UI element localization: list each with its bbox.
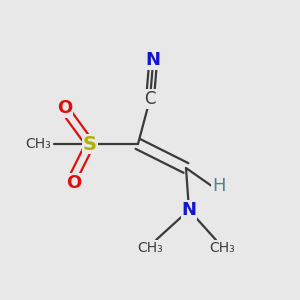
Text: N: N	[182, 201, 196, 219]
Text: S: S	[83, 134, 97, 154]
Text: N: N	[146, 51, 160, 69]
Text: CH₃: CH₃	[25, 137, 51, 151]
Text: O: O	[66, 174, 81, 192]
Text: H: H	[212, 177, 226, 195]
Text: O: O	[57, 99, 72, 117]
Text: CH₃: CH₃	[137, 241, 163, 254]
Text: C: C	[144, 90, 156, 108]
Text: CH₃: CH₃	[209, 241, 235, 254]
